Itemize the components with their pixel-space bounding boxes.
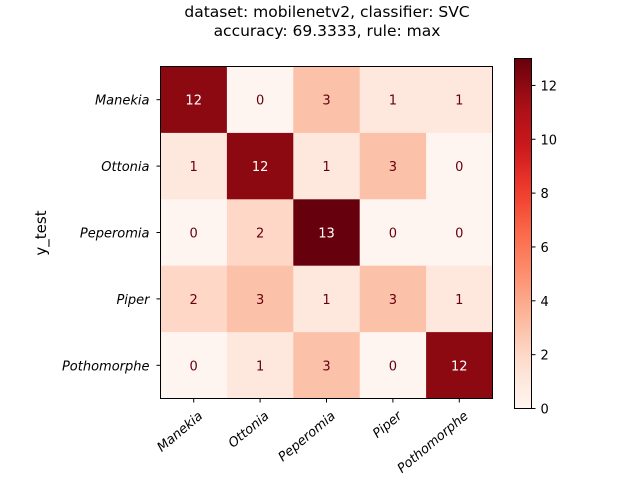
y-tick-label: Piper	[116, 293, 151, 308]
cell-value-label: 0	[389, 359, 397, 374]
cell-value-label: 0	[455, 227, 463, 242]
heatmap-cell	[293, 265, 361, 333]
cell-value-label: 3	[389, 160, 397, 175]
heatmap-cell	[293, 132, 361, 200]
heatmap-cell	[226, 132, 294, 200]
cell-value-label: 1	[389, 94, 397, 109]
cell-value-label: 0	[389, 227, 397, 242]
cell-value-label: 0	[190, 227, 198, 242]
heatmap-cell	[226, 66, 294, 134]
y-axis-label: y_test	[32, 210, 51, 255]
cell-value-label: 12	[252, 160, 269, 175]
heatmap-cell	[160, 132, 228, 200]
colorbar-tick-label: 10	[541, 133, 558, 148]
x-tick-label: Ottonia	[226, 409, 273, 451]
cell-value-label: 3	[256, 293, 264, 308]
cell-value-label: 0	[455, 160, 463, 175]
heatmap-cell	[426, 332, 493, 399]
heatmap-cell	[359, 199, 427, 267]
y-tick-label: Manekia	[95, 94, 150, 109]
heatmap-cell	[160, 332, 228, 399]
cell-value-label: 2	[256, 227, 264, 242]
colorbar-tick-label: 0	[541, 403, 549, 418]
colorbar-tick-label: 6	[541, 241, 549, 256]
x-tick-label: Peperomia	[276, 409, 339, 465]
heatmap-cell	[426, 66, 493, 134]
cell-value-label: 0	[190, 359, 198, 374]
cell-value-label: 3	[322, 359, 330, 374]
heatmap-cell	[293, 199, 361, 267]
cell-value-label: 13	[318, 227, 335, 242]
colorbar-tick-label: 2	[541, 349, 549, 364]
cell-value-label: 1	[322, 160, 330, 175]
heatmap-cell	[226, 265, 294, 333]
heatmap-cell	[293, 66, 361, 134]
heatmap-cell	[226, 199, 294, 267]
cell-value-label: 12	[185, 94, 202, 109]
heatmap-cell	[359, 332, 427, 399]
chart-title-line-1: dataset: mobilenetv2, classifier: SVC	[184, 3, 470, 21]
colorbar-tick-label: 8	[541, 187, 549, 202]
heatmap-cell	[160, 199, 228, 267]
y-tick-label: Ottonia	[101, 160, 149, 175]
colorbar	[514, 58, 532, 409]
cell-value-label: 3	[389, 293, 397, 308]
cell-value-label: 1	[322, 293, 330, 308]
heatmap-cell	[426, 199, 493, 267]
heatmap-cell	[293, 332, 361, 399]
colorbar-ticks: 0 2 4 6 8 10 12	[531, 79, 558, 418]
cell-value-label: 1	[256, 359, 264, 374]
cell-value-label: 12	[451, 359, 468, 374]
heatmap-cell	[160, 66, 228, 134]
x-tick-label: Piper	[370, 408, 406, 442]
chart-title-line-2: accuracy: 69.3333, rule: max	[213, 22, 441, 40]
y-tick-label: Peperomia	[80, 227, 150, 242]
cell-value-label: 3	[322, 94, 330, 109]
heatmap-cell	[359, 66, 427, 134]
heatmap-cell	[359, 265, 427, 333]
x-tick-label: Pothomorphe	[395, 409, 472, 477]
x-tick-label: Manekia	[155, 409, 206, 456]
cell-value-label: 1	[455, 293, 463, 308]
heatmap-cell	[426, 265, 493, 333]
heatmap-cell	[160, 265, 228, 333]
y-tick-label: Pothomorphe	[62, 359, 150, 374]
heatmap-cells: 12 0 3 1 11 12 1 3 00 2 13 0 02 3 1 3 10 1 3 0 12	[160, 66, 493, 399]
cell-value-label: 2	[190, 293, 198, 308]
cell-value-label: 1	[455, 94, 463, 109]
colorbar-tick-label: 4	[541, 295, 549, 310]
cell-value-label: 0	[256, 94, 264, 109]
heatmap-cell	[426, 132, 493, 200]
cell-value-label: 1	[190, 160, 198, 175]
heatmap-cell	[359, 132, 427, 200]
heatmap-cell	[226, 332, 294, 399]
colorbar-tick-label: 12	[541, 79, 558, 94]
